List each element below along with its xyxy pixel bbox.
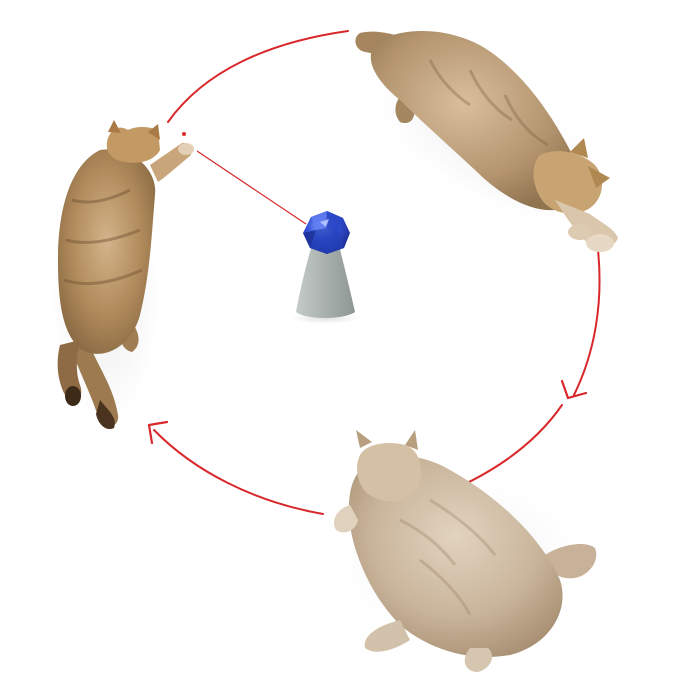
arc-right <box>573 249 601 396</box>
cat-top-right-body <box>370 31 579 211</box>
toy-cone-base <box>296 245 355 318</box>
toy-gem-icon <box>303 211 350 254</box>
arc-top-left <box>167 30 349 123</box>
cat-left-body <box>58 149 156 354</box>
arrowhead-left-icon <box>147 420 169 445</box>
cat-bottom <box>333 430 597 672</box>
cat-left <box>50 120 194 430</box>
cat-bottom-head <box>357 443 422 502</box>
cat-bottom-tail <box>545 544 597 579</box>
laser-beam <box>182 132 307 225</box>
cat-left-tail <box>70 330 119 427</box>
cat-top-right <box>355 31 618 252</box>
laser-dot-icon <box>182 132 186 136</box>
cat-top-right-head <box>533 151 603 214</box>
arrowheads <box>147 379 588 445</box>
motion-path <box>153 30 601 515</box>
arc-bottom-left <box>153 429 324 515</box>
laser-cone-toy <box>291 211 359 324</box>
cat-bottom-body <box>348 455 563 657</box>
cat-left-head <box>106 127 160 163</box>
arrowhead-right-icon <box>560 379 588 400</box>
